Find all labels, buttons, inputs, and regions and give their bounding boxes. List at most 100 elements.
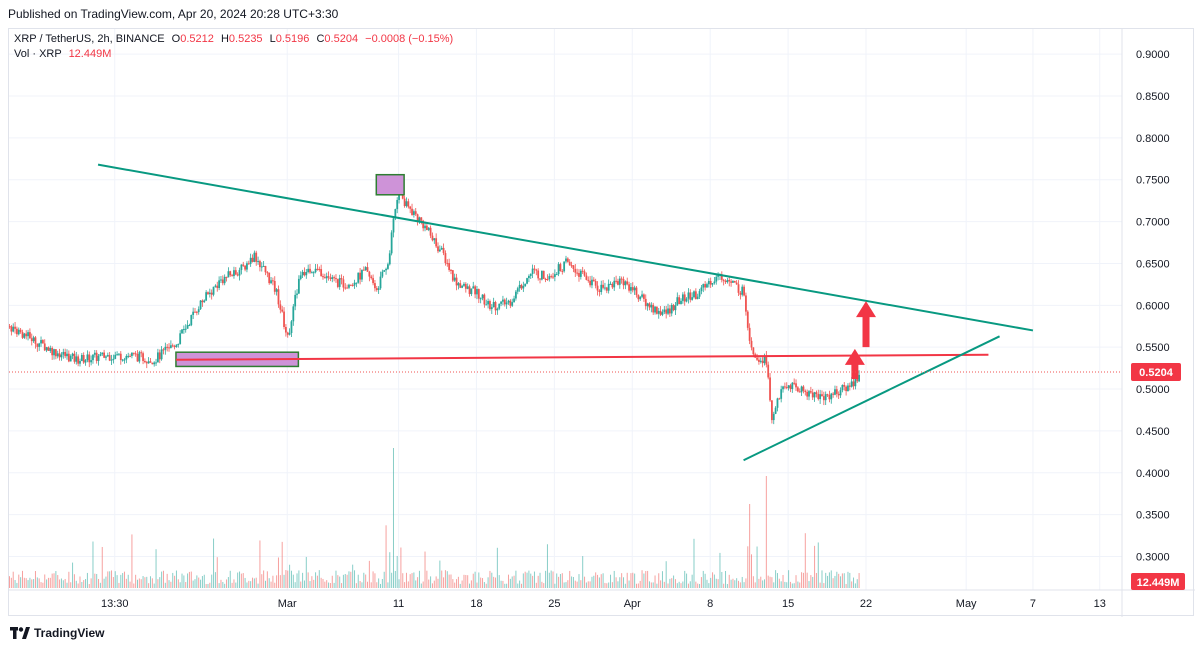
volume-bar — [385, 525, 387, 588]
candle-body — [294, 294, 297, 307]
candle-body — [264, 265, 267, 273]
volume-bar — [96, 573, 98, 588]
candle-body — [626, 281, 629, 285]
up-arrow[interactable] — [844, 348, 865, 379]
volume-bar — [680, 583, 682, 588]
volume-bar — [44, 574, 46, 588]
volume-bar — [53, 573, 55, 588]
candle-body — [364, 267, 367, 271]
volume-bar — [706, 579, 708, 588]
volume-bar — [101, 546, 103, 588]
price-chart[interactable]: 0.9000 0.8500 0.8000 0.7500 0.7000 0.6500 0.60… — [9, 29, 1195, 617]
candle-body — [750, 340, 753, 348]
candle-body — [67, 353, 70, 362]
descending-trendline[interactable] — [97, 163, 1034, 332]
candle-body — [327, 276, 330, 278]
candle-body — [483, 294, 486, 305]
candle-body — [689, 292, 692, 300]
candle-body — [205, 292, 208, 301]
candle-body — [592, 279, 595, 281]
up-arrow[interactable] — [856, 301, 877, 348]
volume-bar — [114, 571, 116, 588]
volume-bar — [656, 583, 658, 588]
volume-bar — [697, 583, 699, 588]
volume-bar — [235, 582, 237, 588]
volume-bar — [240, 573, 242, 588]
volume-bar — [218, 583, 220, 588]
price-tick-label: 0.4000 — [1136, 468, 1170, 480]
chart-frame[interactable]: 0.9000 0.8500 0.8000 0.7500 0.7000 0.6500 0.60… — [8, 28, 1195, 617]
candle-body — [643, 294, 645, 299]
candle-body — [648, 303, 651, 308]
volume-bar — [268, 578, 270, 588]
volume-bar — [732, 578, 734, 588]
candle-body — [119, 353, 122, 361]
candle-body — [325, 276, 328, 279]
annotations[interactable] — [97, 163, 1034, 462]
volume-bar — [789, 581, 791, 588]
candle-body — [600, 284, 603, 292]
candle-body — [735, 282, 738, 285]
price-axis[interactable]: 0.9000 0.8500 0.8000 0.7500 0.7000 0.6500 0.60… — [1136, 49, 1170, 563]
volume-bar — [582, 556, 584, 588]
candle-body — [182, 329, 185, 331]
candle-body — [646, 303, 649, 307]
volume-bar — [296, 573, 298, 588]
candle-body — [763, 355, 766, 364]
candle-body — [613, 280, 616, 288]
candle-body — [515, 291, 517, 299]
candle-body — [618, 278, 621, 285]
volume-bar — [18, 574, 20, 588]
candle-body — [566, 258, 569, 262]
volume-bar — [580, 580, 582, 588]
candle-body — [134, 353, 137, 355]
volume-bar — [699, 583, 701, 588]
candle-body — [127, 355, 130, 357]
volume-bar — [307, 572, 309, 588]
volume-bar — [444, 570, 446, 588]
candle-body — [144, 360, 146, 363]
candle-body — [815, 392, 818, 394]
volume-bar — [142, 576, 144, 588]
volume-bar — [188, 571, 190, 588]
volume-bar — [691, 574, 693, 588]
time-axis[interactable]: 13:30 Mar 11 18 25 Apr 8 15 22 May 7 13 — [101, 598, 1106, 610]
time-tick-label: 25 — [548, 598, 560, 610]
tradingview-footer[interactable]: TradingView — [10, 624, 104, 642]
volume-bar — [760, 576, 762, 588]
volume-bar — [621, 573, 623, 588]
volume-bar — [660, 580, 662, 588]
candle-body — [490, 307, 493, 310]
candle-body — [84, 360, 87, 363]
volume-bar — [10, 577, 12, 588]
candle-body — [195, 311, 198, 313]
candle-body — [49, 348, 52, 351]
volume-label[interactable]: Vol · XRP — [14, 48, 62, 60]
volume-bar — [847, 571, 849, 588]
volume-bar — [404, 582, 406, 588]
volume-bar — [758, 578, 760, 588]
candle-body — [676, 297, 679, 306]
candle-body — [587, 279, 590, 281]
candle-body — [828, 395, 831, 400]
volume-bar — [298, 570, 300, 588]
ascending-trendline[interactable] — [743, 335, 1001, 462]
candle-body — [637, 295, 640, 300]
volume-bar — [556, 573, 558, 588]
volume-bar — [830, 570, 832, 588]
volume-bar — [806, 572, 808, 588]
candle-body — [129, 355, 131, 357]
candle-body — [681, 294, 684, 301]
volume-bar — [418, 570, 420, 588]
price-tick-label: 0.6000 — [1136, 300, 1170, 312]
highlight-zone[interactable] — [375, 173, 405, 196]
candle-body — [782, 386, 784, 390]
candle-body — [80, 355, 83, 361]
candle-body — [14, 326, 16, 329]
volume-bar — [834, 575, 836, 588]
volume-bar — [86, 572, 88, 588]
volume-bar — [635, 583, 637, 588]
symbol-title[interactable]: XRP / TetherUS, 2h, BINANCE — [14, 33, 165, 45]
candle-body — [97, 355, 100, 361]
candle-body — [379, 276, 382, 289]
